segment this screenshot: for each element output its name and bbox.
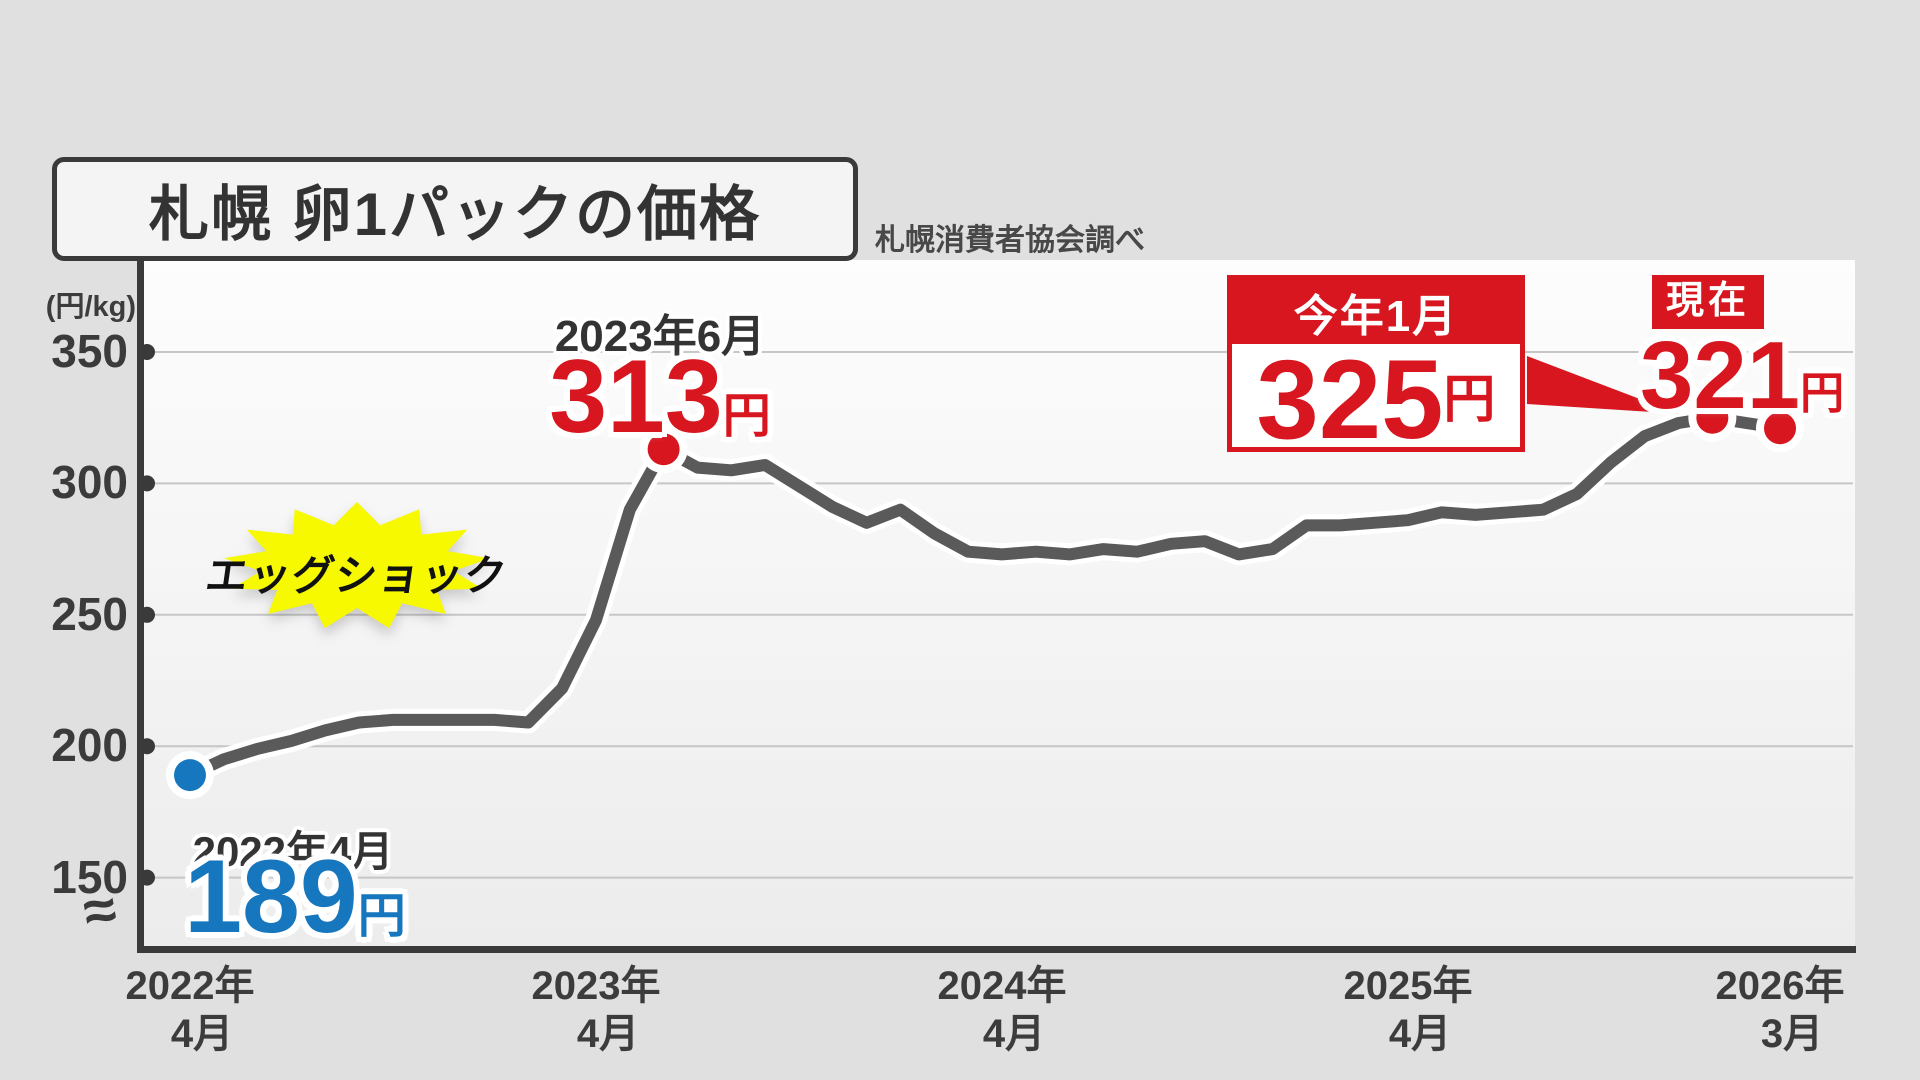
x-tick-2022: 2022年 4月 [80,962,300,1058]
peak-price-number: 313 [549,339,723,455]
january-price-unit: 円 [1443,371,1496,429]
x-tick-month: 4月 [170,1012,234,1056]
chart-title-box: 札幌 卵1パックの価格 [52,157,858,261]
egg-shock-starburst [224,502,490,629]
y-tick-350: 350 [51,325,128,377]
y-tick-150: 150 [51,851,128,903]
peak-annotation-value: 313 円 [510,345,810,449]
data-point-markers [166,393,1805,800]
start-annotation-date: 2022年4月 [192,828,394,875]
x-tick-year: 2024年 [937,964,1067,1008]
egg-shock-label: エッグショック [202,552,511,599]
x-tick-year: 2023年 [531,964,661,1008]
y-tick-200: 200 [51,719,128,771]
x-tick-month: 4月 [982,1012,1046,1056]
current-annotation-value: 321 円 [1640,328,1860,424]
january-price-number: 325 [1256,337,1444,462]
start-price-number: 189 [184,839,358,955]
start-annotation-value: 189 円 [150,845,440,949]
x-tick-2023: 2023年 4月 [486,962,706,1058]
source-credit: 札幌消費者協会調べ [875,224,1145,257]
january-callout-value: 325 円 [1232,344,1520,456]
x-tick-year: 2022年 [125,964,255,1008]
y-axis-line [137,260,144,953]
x-tick-year: 2025年 [1343,964,1473,1008]
current-badge: 現在 [1652,275,1765,329]
january-callout-box: 今年1月 325 円 [1227,275,1525,456]
y-tick-300: 300 [51,456,128,508]
price-line [179,406,1791,787]
peak-price-unit: 円 [722,390,771,443]
peak-annotation-date: 2023年6月 [554,312,766,361]
chart-title: 札幌 卵1パックの価格 [148,180,762,248]
x-tick-month: 3月 [1760,1012,1824,1056]
callout-arrow [1527,356,1679,414]
x-tick-2025: 2025年 4月 [1298,962,1518,1058]
current-price-unit: 円 [1800,369,1845,418]
x-tick-month: 4月 [576,1012,640,1056]
x-axis-line [137,946,1856,953]
january-callout-header: 今年1月 [1232,280,1520,344]
start-price-unit: 円 [357,890,406,943]
x-tick-2026: 2026年 3月 [1670,962,1890,1058]
y-tick-250: 250 [51,588,128,640]
y-axis-unit: (円/kg) [45,291,136,323]
current-price-number: 321 [1640,322,1801,429]
x-tick-year: 2026年 [1715,964,1845,1008]
x-tick-2024: 2024年 4月 [892,962,1112,1058]
x-tick-month: 4月 [1388,1012,1452,1056]
